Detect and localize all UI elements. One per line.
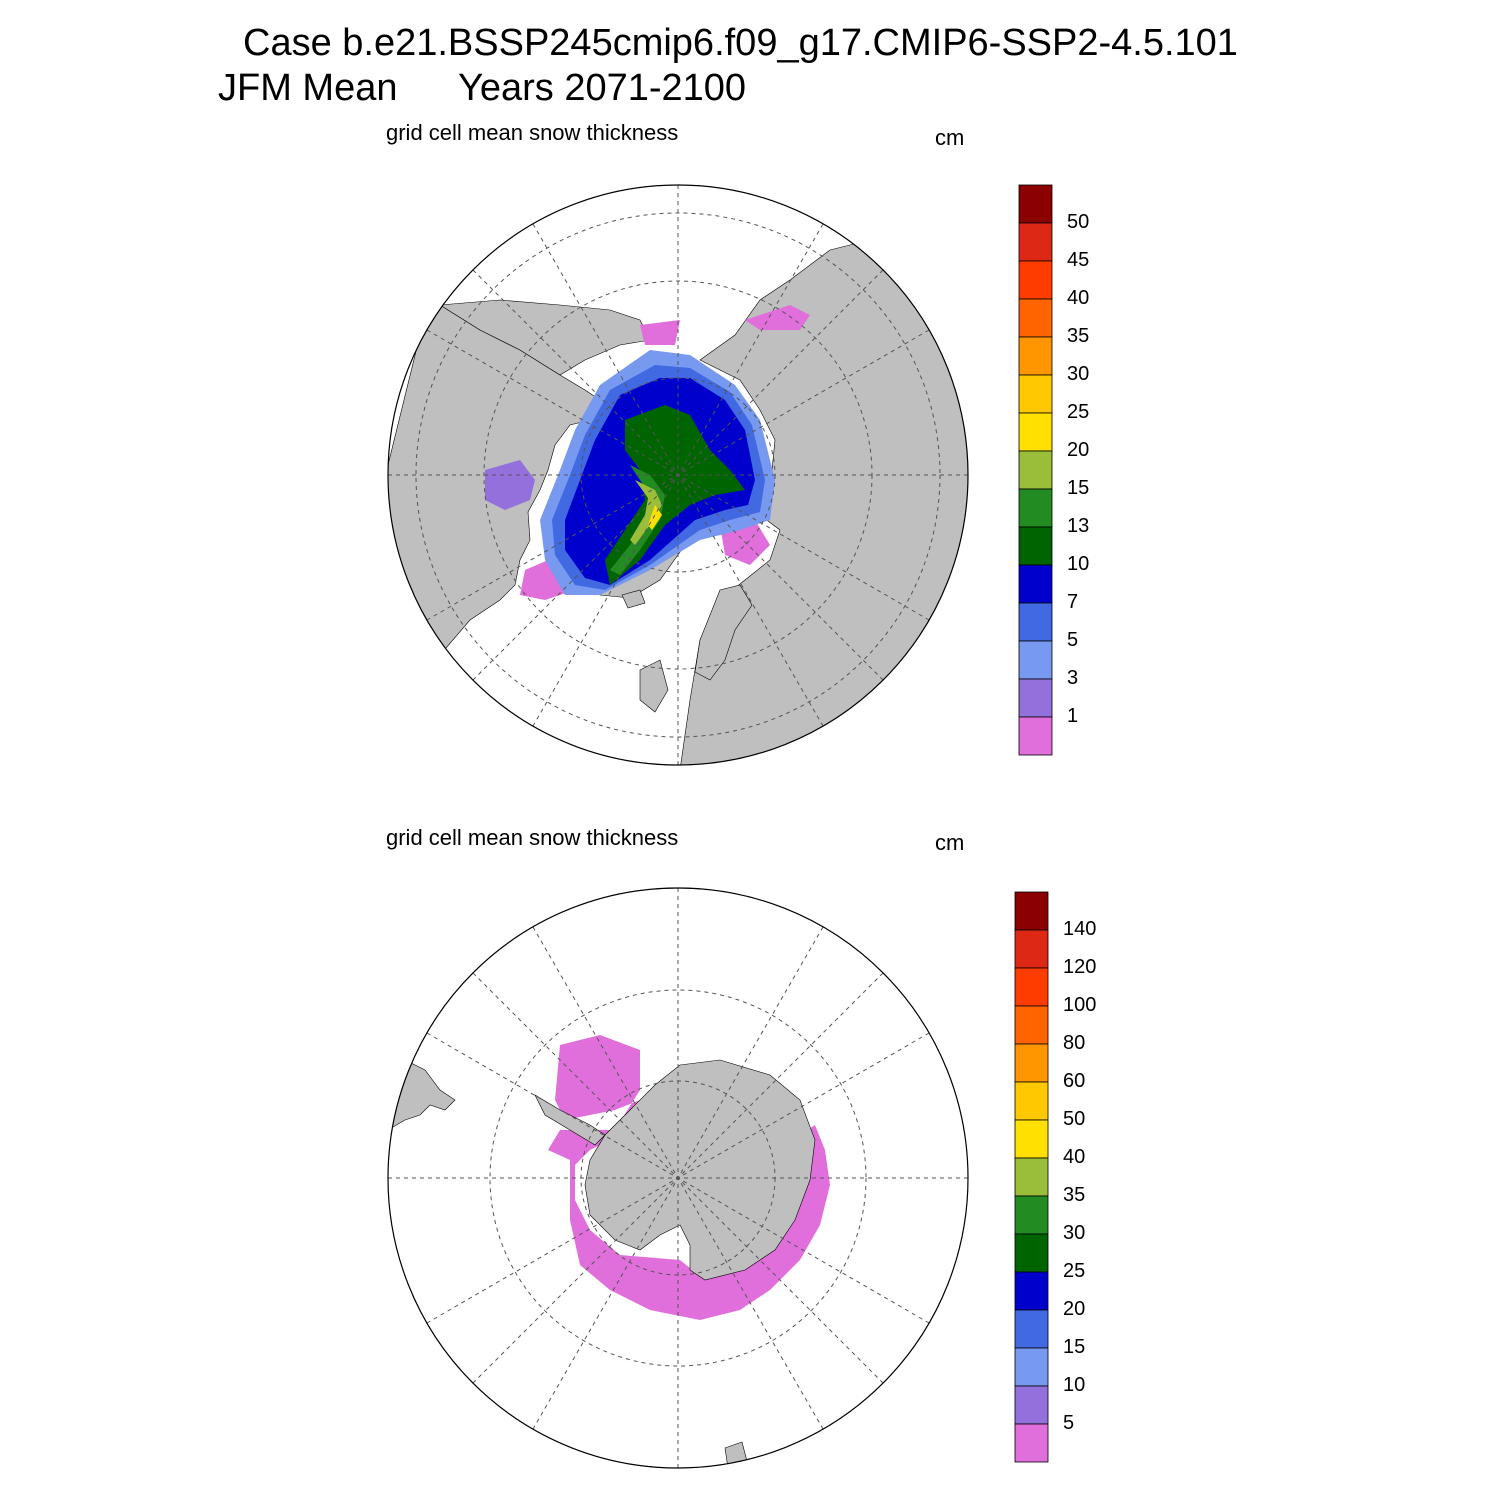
colorbar-tick-label: 20 — [1063, 1298, 1086, 1320]
colorbar-tick-label: 1 — [1067, 705, 1079, 727]
colorbar-box — [1014, 1043, 1049, 1083]
colorbar-box — [1018, 260, 1053, 300]
colorbar-tick-label: 5 — [1063, 1412, 1075, 1434]
panel-south-subtitle: grid cell mean snow thickness — [386, 825, 679, 850]
colorbar-tick-label: 15 — [1067, 477, 1090, 499]
colorbar-box — [1018, 716, 1053, 756]
colorbar-box — [1014, 1233, 1049, 1273]
colorbar-box — [1018, 488, 1053, 528]
colorbar-tick-label: 100 — [1063, 994, 1097, 1016]
colorbar-box — [1018, 222, 1053, 262]
colorbar-box — [1014, 967, 1049, 1007]
colorbar-box — [1014, 1195, 1049, 1235]
land-antarctica — [584, 1059, 816, 1281]
colorbar-tick-label: 50 — [1067, 211, 1090, 233]
colorbar-tick-label: 120 — [1063, 956, 1097, 978]
land-antarctic-peninsula — [534, 1094, 606, 1146]
colorbar-box — [1018, 298, 1053, 338]
colorbar-box — [1018, 184, 1053, 224]
snow-band-1b — [745, 305, 810, 330]
land-uk — [639, 659, 669, 713]
colorbar-box — [1014, 1119, 1049, 1159]
figure-title-left: JFM Mean — [218, 67, 398, 109]
colorbar-box — [1018, 336, 1053, 376]
colorbar-box — [1014, 1309, 1049, 1349]
colorbar-tick-label: 80 — [1063, 1032, 1086, 1054]
colorbar-tick-label: 13 — [1067, 515, 1090, 537]
snow-band-8 — [630, 480, 662, 545]
colorbar-tick-label: 35 — [1067, 325, 1090, 347]
colorbar-tick-label: 25 — [1063, 1260, 1086, 1282]
colorbar-tick-label: 40 — [1063, 1146, 1086, 1168]
land-iceland — [621, 589, 646, 609]
colorbar-box — [1014, 1423, 1049, 1463]
colorbar-box — [1014, 1347, 1049, 1387]
colorbar-tick-label: 3 — [1067, 667, 1079, 689]
colorbar-tick-label: 30 — [1067, 363, 1090, 385]
colorbar-tick-label: 45 — [1067, 249, 1090, 271]
colorbar-tick-label: 15 — [1063, 1336, 1086, 1358]
colorbar-box — [1014, 1271, 1049, 1311]
figure-title-right: Years 2071-2100 — [458, 67, 747, 109]
colorbar-box — [1014, 1385, 1049, 1425]
figure-title-line-1: Case b.e21.BSSP245cmip6.f09_g17.CMIP6-SS… — [243, 22, 1238, 64]
colorbar-box — [1018, 640, 1053, 680]
colorbar-tick-label: 25 — [1067, 401, 1090, 423]
antarctic-map — [387, 887, 969, 1469]
colorbar-tick-label: 40 — [1067, 287, 1090, 309]
colorbar-box — [1018, 564, 1053, 604]
snow-band-9 — [648, 505, 662, 530]
colorbar-tick-label: 50 — [1063, 1108, 1086, 1130]
colorbar-south — [1014, 891, 1049, 1463]
colorbar-box — [1014, 1081, 1049, 1121]
snow-band-1 — [640, 320, 680, 345]
colorbar-box — [1018, 374, 1053, 414]
colorbar-tick-label: 30 — [1063, 1222, 1086, 1244]
snow-band-2 — [485, 460, 535, 510]
colorbar-tick-label: 140 — [1063, 918, 1097, 940]
colorbar-box — [1018, 450, 1053, 490]
panel-north-subtitle: grid cell mean snow thickness — [386, 120, 679, 145]
panel-north-units: cm — [935, 125, 965, 150]
colorbar-tick-label: 5 — [1067, 629, 1079, 651]
land-scandinavia — [694, 584, 753, 681]
colorbar-north — [1018, 184, 1053, 756]
colorbar-box — [1014, 1157, 1049, 1197]
colorbar-box — [1018, 678, 1053, 718]
colorbar-tick-label: 20 — [1067, 439, 1090, 461]
colorbar-box — [1018, 526, 1053, 566]
colorbar-tick-label: 10 — [1063, 1374, 1086, 1396]
colorbar-box — [1014, 929, 1049, 969]
colorbar-box — [1018, 412, 1053, 452]
land-alaska — [439, 299, 651, 376]
colorbar-tick-label: 60 — [1063, 1070, 1086, 1092]
colorbar-tick-label: 35 — [1063, 1184, 1086, 1206]
panel-south-units: cm — [935, 830, 965, 855]
graticule-south — [388, 888, 968, 1468]
colorbar-tick-label: 7 — [1067, 591, 1079, 613]
colorbar-tick-label: 10 — [1067, 553, 1090, 575]
arctic-map — [387, 184, 969, 766]
colorbar-box — [1018, 602, 1053, 642]
colorbar-box — [1014, 891, 1049, 931]
colorbar-box — [1014, 1005, 1049, 1045]
graticule-north — [388, 185, 968, 765]
